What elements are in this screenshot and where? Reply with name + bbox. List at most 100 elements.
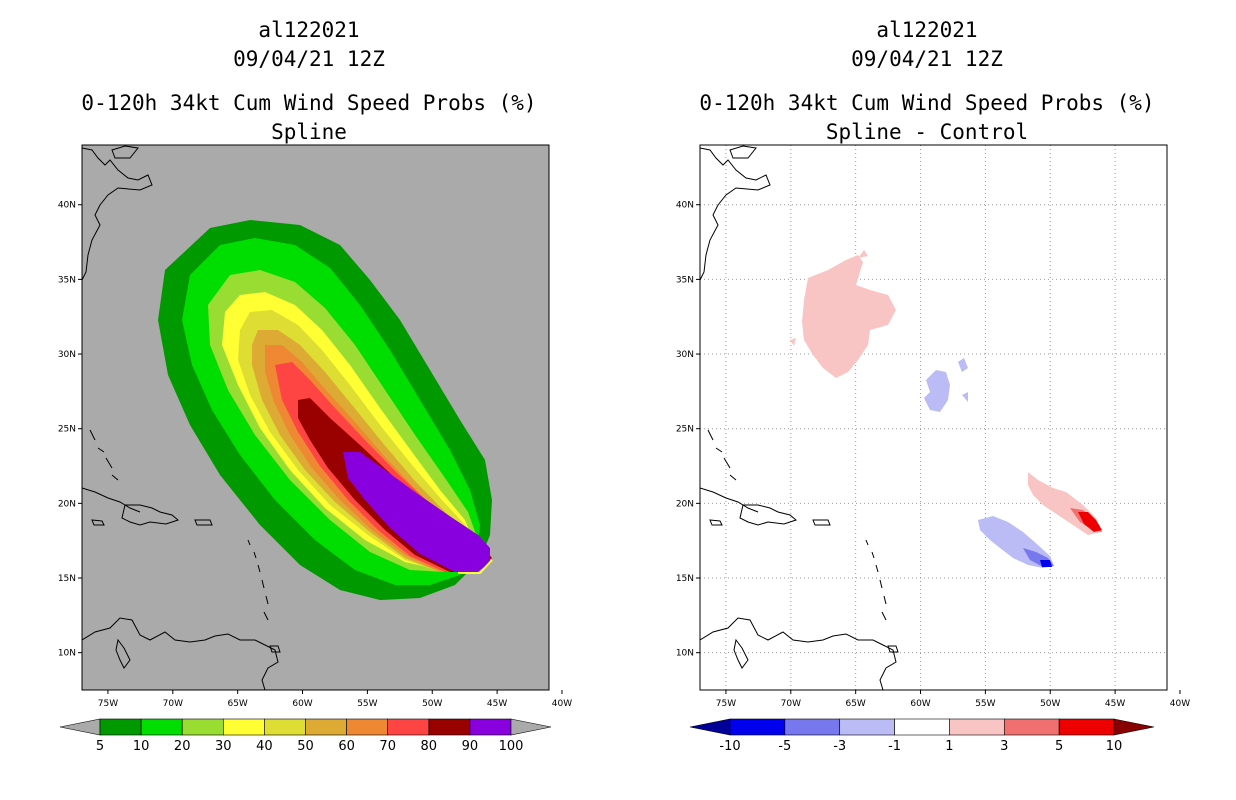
diff-neg-mid-blob [924, 358, 968, 412]
colorbar-segment [1058, 718, 1115, 736]
right-gridlines [700, 145, 1167, 690]
left-coastlines [82, 145, 281, 690]
y-tick-label: 20N [58, 499, 76, 509]
coast-canada [729, 145, 757, 159]
coast-jamaica [91, 519, 105, 526]
y-tick-label: 25N [676, 425, 694, 435]
coast-bahamas [707, 429, 737, 481]
colorbar-label: 10 [133, 739, 150, 754]
y-tick-label: 15N [676, 574, 694, 584]
swath-90-100pct [343, 452, 490, 572]
colorbar-under-triangle [59, 718, 101, 736]
diff-pos-east-max [1078, 512, 1102, 532]
coast-puerto-rico [812, 519, 831, 526]
right-coastlines [700, 145, 899, 690]
colorbar-label: 30 [215, 739, 232, 754]
colorbar-segment [729, 718, 786, 736]
coast-jamaica [709, 519, 723, 526]
coast-hispaniola [121, 504, 180, 526]
right-title-storm: al122021 [876, 18, 978, 42]
y-tick-label: 30N [58, 350, 76, 360]
left-axes: 75W 70W 65W 60W 55W 50W 45W 40W 10N 15N 20N 25N 30N 3… [58, 201, 572, 709]
left-colorbar: 5 10 20 30 40 50 60 70 80 90 100 [59, 718, 552, 754]
coast-lake-maracaibo [733, 638, 749, 669]
coast-lesser-antilles [865, 539, 887, 621]
right-chart-panel: al122021 09/04/21 12Z 0-120h 34kt Cum Wi… [618, 0, 1236, 800]
x-tick-label: 50W [422, 699, 442, 709]
colorbar-segment [387, 718, 430, 736]
left-title-product: 0-120h 34kt Cum Wind Speed Probs (%) [81, 91, 537, 115]
coast-lesser-antilles [247, 539, 269, 621]
right-difference-field [790, 250, 1102, 568]
colorbar-label: 3 [1000, 739, 1008, 754]
colorbar-over-triangle [510, 718, 552, 736]
x-tick-label: 75W [98, 699, 118, 709]
swath-edge-yellow [458, 559, 493, 574]
x-tick-label: 65W [845, 699, 865, 709]
left-map-frame [81, 144, 550, 691]
colorbar-segment [1003, 718, 1060, 736]
left-title-date: 09/04/21 12Z [233, 47, 385, 71]
coast-bahamas [89, 429, 119, 481]
x-tick-label: 70W [163, 699, 183, 709]
y-tick-label: 15N [58, 574, 76, 584]
x-tick-label: 45W [487, 699, 507, 709]
colorbar-label: 40 [256, 739, 273, 754]
colorbar-label: 60 [338, 739, 355, 754]
x-tick-label: 40W [552, 699, 572, 709]
diff-pos-north-blob [802, 255, 896, 378]
colorbar-label: 10 [1106, 739, 1123, 754]
y-tick-label: 20N [676, 499, 694, 509]
coast-trinidad [269, 645, 281, 653]
coast-trinidad [887, 645, 899, 653]
colorbar-under-triangle [689, 718, 731, 736]
x-tick-label: 75W [716, 699, 736, 709]
right-map-svg: 75W 70W 65W 60W 55W 50W 45W 40W 10N 15N 20N 25N 30N 3… [676, 144, 1190, 754]
x-tick-label: 50W [1040, 699, 1060, 709]
colorbar-segment [469, 718, 512, 736]
x-tick-label: 60W [292, 699, 312, 709]
colorbar-label: 20 [174, 739, 191, 754]
colorbar-label: 5 [1055, 739, 1063, 754]
colorbar-label: 100 [499, 739, 524, 754]
colorbar-segment [894, 718, 950, 736]
y-tick-label: 25N [58, 425, 76, 435]
colorbar-segment [428, 718, 471, 736]
left-title-storm: al122021 [258, 18, 360, 42]
colorbar-label: 1 [945, 739, 953, 754]
colorbar-label: 70 [379, 739, 396, 754]
right-title-product: 0-120h 34kt Cum Wind Speed Probs (%) [699, 91, 1155, 115]
colorbar-label: -10 [719, 739, 740, 754]
x-tick-label: 55W [357, 699, 377, 709]
y-tick-label: 40N [58, 201, 76, 211]
colorbar-segment [181, 718, 224, 736]
coast-south-america [700, 617, 897, 690]
coast-us-east [700, 147, 771, 281]
colorbar-label: 80 [421, 739, 438, 754]
left-map-svg: 75W 70W 65W 60W 55W 50W 45W 40W 10N 15N 20N 25N 30N 3… [58, 144, 572, 754]
right-title-date: 09/04/21 12Z [851, 47, 1003, 71]
coast-lake-maracaibo [115, 638, 131, 669]
right-map-frame [699, 144, 1168, 691]
right-map-background [700, 145, 1167, 690]
y-tick-label: 35N [58, 275, 76, 285]
colorbar-segment [140, 718, 183, 736]
x-tick-label: 40W [1170, 699, 1190, 709]
x-tick-label: 60W [910, 699, 930, 709]
y-tick-label: 10N [676, 649, 694, 659]
left-title-method: Spline [271, 120, 347, 144]
diff-neg-south-max [1040, 560, 1052, 567]
colorbar-segment [264, 718, 306, 736]
x-tick-label: 45W [1105, 699, 1125, 709]
colorbar-segment [99, 718, 142, 736]
y-tick-label: 10N [58, 649, 76, 659]
right-axes: 75W 70W 65W 60W 55W 50W 45W 40W 10N 15N 20N 25N 30N 3… [676, 201, 1190, 709]
colorbar-label: 50 [297, 739, 314, 754]
colorbar-label: 90 [462, 739, 479, 754]
x-tick-label: 65W [227, 699, 247, 709]
x-tick-label: 55W [975, 699, 995, 709]
left-probability-swath [158, 220, 493, 600]
right-colorbar: -10 -5 -3 -1 1 3 5 10 [689, 718, 1155, 754]
right-title-method: Spline - Control [825, 120, 1029, 144]
colorbar-segment [346, 718, 389, 736]
